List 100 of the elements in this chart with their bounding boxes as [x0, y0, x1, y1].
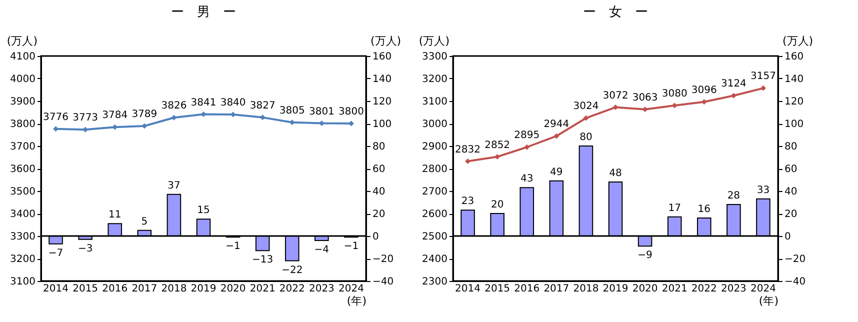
- x-tick-label: 2022: [279, 284, 305, 294]
- x-tick-label: 2015: [72, 284, 98, 294]
- data-label: 3840: [220, 98, 246, 108]
- data-label: 48: [609, 168, 622, 179]
- x-axis-title: (年): [346, 294, 366, 308]
- data-label: 15: [197, 205, 210, 216]
- data-label: −9: [638, 250, 652, 262]
- data-label: 28: [727, 190, 740, 202]
- y-tick-label: 2900: [422, 142, 448, 152]
- data-label: 3841: [190, 97, 216, 108]
- y2-tick-label: 100: [372, 119, 392, 130]
- x-tick-label: 2016: [102, 284, 128, 294]
- data-label: 3773: [72, 112, 98, 124]
- y-tick-label: 3000: [422, 119, 448, 130]
- y2-tick-label: 140: [784, 74, 804, 85]
- y-tick-label: 3300: [10, 232, 36, 242]
- data-label: 3096: [691, 84, 717, 96]
- x-tick-label: 2018: [161, 284, 187, 294]
- y2-tick-label: 0: [372, 232, 379, 242]
- y2-tick-label: 40: [784, 186, 798, 198]
- y2-tick-label: −40: [784, 276, 806, 288]
- y2-tick-label: −20: [372, 254, 394, 265]
- data-label: 3124: [720, 78, 746, 90]
- y2-tick-label: 80: [784, 142, 798, 152]
- y2-tick-label: 100: [784, 119, 804, 130]
- y-axis-title: (万人): [6, 34, 38, 48]
- x-tick-label: 2024: [750, 284, 776, 294]
- x-tick-label: 2021: [662, 284, 688, 294]
- y2-tick-label: 20: [372, 209, 386, 220]
- data-label: 23: [461, 196, 474, 208]
- y2-axis-title: (万人): [370, 34, 402, 48]
- data-label: 5: [141, 216, 148, 228]
- y2-axis-title: (万人): [782, 34, 814, 48]
- y-tick-label: 4000: [10, 74, 36, 85]
- x-tick-label: 2016: [514, 284, 540, 294]
- y-tick-label: 3400: [10, 209, 36, 220]
- chart-title: ー 女 ー: [583, 5, 648, 20]
- data-label: 37: [168, 180, 180, 192]
- data-label: 3789: [132, 108, 158, 120]
- data-label: −13: [252, 254, 274, 266]
- data-label: 3801: [308, 106, 334, 118]
- y-tick-label: 3700: [10, 142, 36, 152]
- y2-tick-label: 120: [372, 96, 392, 108]
- y-tick-label: 3200: [422, 74, 448, 85]
- y-tick-label: 2300: [422, 276, 448, 288]
- data-label: 20: [490, 200, 504, 210]
- y-tick-label: 3500: [10, 186, 36, 198]
- x-axis-title: (年): [758, 294, 778, 308]
- y-tick-label: 3800: [10, 119, 36, 130]
- data-label: 11: [108, 210, 122, 221]
- y-tick-label: 3600: [10, 164, 36, 175]
- chart-title: ー 男 ー: [171, 5, 236, 20]
- data-label: −7: [48, 248, 64, 259]
- data-label: 3157: [750, 71, 776, 82]
- y2-tick-label: −20: [784, 254, 806, 265]
- data-label: −4: [314, 244, 330, 256]
- data-label: 3826: [161, 100, 187, 112]
- x-tick-label: 2019: [602, 284, 628, 294]
- data-label: 49: [550, 166, 563, 178]
- y2-tick-label: 80: [372, 142, 386, 152]
- y-tick-label: 3100: [422, 96, 448, 108]
- data-label: 80: [580, 132, 592, 143]
- y2-tick-label: 60: [372, 164, 386, 175]
- y-tick-label: 3300: [422, 52, 448, 62]
- data-label: 3080: [662, 88, 688, 100]
- x-tick-label: 2024: [338, 284, 364, 294]
- y-tick-label: 3900: [10, 96, 36, 108]
- y-tick-label: 4100: [10, 52, 36, 62]
- y-tick-label: 2800: [422, 164, 448, 175]
- data-label: −22: [282, 264, 303, 276]
- data-label: 3024: [573, 101, 599, 112]
- x-tick-label: 2017: [132, 284, 158, 294]
- y2-tick-label: 0: [784, 232, 791, 242]
- y2-tick-label: 40: [372, 186, 386, 198]
- data-label: 3827: [250, 100, 276, 112]
- y-tick-label: 3100: [10, 276, 36, 288]
- y-tick-label: 2600: [422, 209, 448, 220]
- data-label: 3776: [43, 112, 68, 123]
- x-tick-label: 2014: [43, 284, 68, 294]
- y-tick-label: 2500: [422, 232, 448, 242]
- data-label: 3805: [279, 105, 305, 116]
- y-tick-label: 2700: [422, 186, 448, 198]
- y2-tick-label: 60: [784, 164, 798, 175]
- x-tick-label: 2020: [632, 284, 658, 294]
- y-tick-label: 2400: [422, 254, 448, 265]
- y2-tick-label: 140: [372, 74, 392, 85]
- data-label: 3063: [632, 92, 658, 104]
- x-tick-label: 2017: [544, 284, 570, 294]
- data-label: 3784: [102, 110, 128, 122]
- data-label: 2852: [484, 140, 510, 151]
- x-tick-label: 2022: [691, 284, 717, 294]
- data-label: −1: [344, 241, 359, 252]
- x-tick-label: 2023: [308, 284, 334, 294]
- y2-tick-label: −40: [372, 276, 394, 288]
- data-label: 2944: [544, 119, 570, 130]
- data-label: 16: [698, 204, 711, 215]
- data-label: 17: [668, 202, 681, 214]
- x-tick-label: 2014: [455, 284, 480, 294]
- y2-tick-label: 120: [784, 96, 804, 108]
- x-tick-label: 2018: [573, 284, 599, 294]
